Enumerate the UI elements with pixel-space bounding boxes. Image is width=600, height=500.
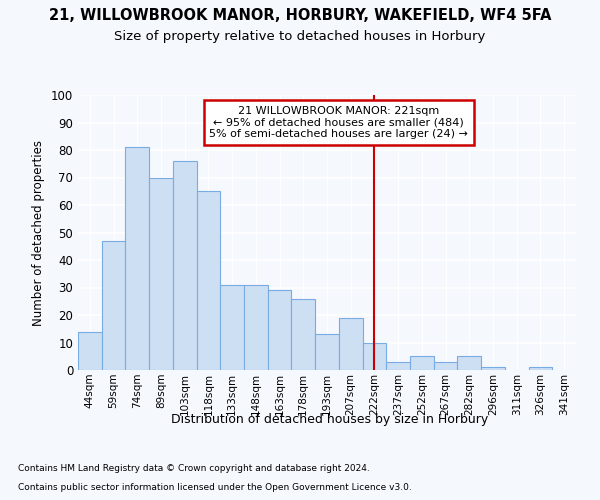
Bar (149, 178, 173, 370)
Y-axis label: Number of detached properties: Number of detached properties (32, 140, 46, 326)
Text: Size of property relative to detached houses in Horbury: Size of property relative to detached ho… (115, 30, 485, 43)
Bar (197, 191, 220, 370)
Bar (102, 241, 125, 370)
Text: 21 WILLOWBROOK MANOR: 221sqm
← 95% of detached houses are smaller (484)
5% of se: 21 WILLOWBROOK MANOR: 221sqm ← 95% of de… (209, 106, 468, 139)
Bar (529, 367, 552, 370)
Bar (220, 285, 244, 370)
Bar (292, 298, 315, 370)
Text: Contains HM Land Registry data © Crown copyright and database right 2024.: Contains HM Land Registry data © Crown c… (18, 464, 370, 473)
Bar (457, 356, 481, 370)
Bar (125, 147, 149, 370)
Bar (173, 161, 197, 370)
Bar (410, 356, 434, 370)
Bar (362, 342, 386, 370)
Text: 21, WILLOWBROOK MANOR, HORBURY, WAKEFIELD, WF4 5FA: 21, WILLOWBROOK MANOR, HORBURY, WAKEFIEL… (49, 8, 551, 22)
Bar (481, 367, 505, 370)
Bar (268, 290, 292, 370)
Bar (434, 362, 457, 370)
Bar (315, 334, 339, 370)
Bar (386, 362, 410, 370)
Bar (244, 285, 268, 370)
Bar (78, 332, 102, 370)
Text: Distribution of detached houses by size in Horbury: Distribution of detached houses by size … (172, 412, 488, 426)
Bar (339, 318, 362, 370)
Text: Contains public sector information licensed under the Open Government Licence v3: Contains public sector information licen… (18, 482, 412, 492)
